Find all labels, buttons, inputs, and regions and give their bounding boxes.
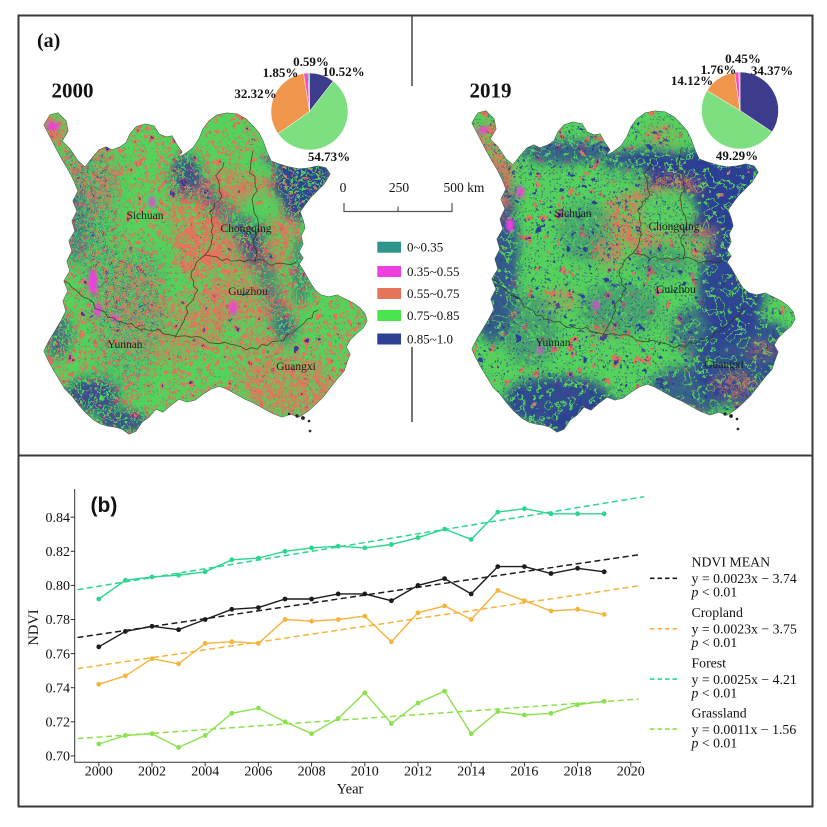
svg-text:2008: 2008	[298, 765, 326, 780]
svg-text:Guangxi: Guangxi	[276, 361, 316, 373]
svg-text:0.35~0.55: 0.35~0.55	[407, 264, 460, 279]
svg-text:0~0.35: 0~0.35	[407, 240, 443, 255]
svg-text:Guizhou: Guizhou	[228, 286, 268, 298]
svg-text:Year: Year	[337, 782, 364, 798]
svg-text:2000: 2000	[52, 79, 94, 103]
svg-text:NDVI MEAN: NDVI MEAN	[692, 555, 771, 570]
svg-text:Cropland: Cropland	[692, 605, 743, 620]
svg-text:2002: 2002	[138, 765, 166, 780]
svg-text:y = 0.0025x − 4.21: y = 0.0025x − 4.21	[692, 672, 797, 687]
svg-text:(b): (b)	[91, 494, 118, 517]
svg-text:1.76%: 1.76%	[701, 62, 737, 77]
svg-text:0.82: 0.82	[46, 545, 71, 560]
svg-text:0.78: 0.78	[46, 613, 71, 628]
svg-text:y = 0.0023x − 3.74: y = 0.0023x − 3.74	[692, 571, 797, 586]
svg-text:p < 0.01: p < 0.01	[691, 735, 738, 750]
svg-text:Chongqing: Chongqing	[648, 221, 699, 233]
svg-text:y = 0.0023x − 3.75: y = 0.0023x − 3.75	[692, 622, 797, 637]
svg-text:0: 0	[340, 180, 347, 195]
svg-text:0.76: 0.76	[46, 647, 71, 662]
svg-text:14.12%: 14.12%	[671, 73, 713, 88]
svg-text:Yunnan: Yunnan	[107, 339, 142, 351]
svg-text:Sichuan: Sichuan	[126, 210, 163, 222]
svg-text:2000: 2000	[85, 765, 113, 780]
svg-text:Grassland: Grassland	[692, 705, 747, 720]
svg-text:p < 0.01: p < 0.01	[691, 635, 738, 650]
svg-text:0.75~0.85: 0.75~0.85	[407, 308, 460, 323]
svg-text:10.52%: 10.52%	[322, 64, 364, 79]
svg-text:(a): (a)	[37, 30, 60, 52]
svg-text:0.70: 0.70	[46, 750, 71, 765]
svg-text:0.74: 0.74	[46, 681, 71, 696]
svg-text:0.84: 0.84	[46, 511, 71, 526]
svg-text:2014: 2014	[457, 765, 485, 780]
svg-text:0.45%: 0.45%	[725, 51, 761, 66]
svg-text:2006: 2006	[244, 765, 272, 780]
svg-text:2018: 2018	[564, 765, 592, 780]
svg-text:p < 0.01: p < 0.01	[691, 585, 738, 600]
svg-text:0.80: 0.80	[46, 579, 71, 594]
svg-text:Sichuan: Sichuan	[554, 208, 591, 220]
svg-text:p < 0.01: p < 0.01	[691, 685, 738, 700]
svg-text:2020: 2020	[617, 765, 645, 780]
svg-text:34.37%: 34.37%	[751, 63, 793, 78]
svg-text:500 km: 500 km	[444, 180, 485, 195]
svg-text:Forest: Forest	[692, 655, 727, 670]
svg-text:0.55~0.75: 0.55~0.75	[407, 286, 460, 301]
svg-text:32.32%: 32.32%	[234, 86, 276, 101]
svg-text:Guangxi: Guangxi	[704, 359, 744, 371]
svg-text:2012: 2012	[404, 765, 432, 780]
svg-text:2010: 2010	[351, 765, 379, 780]
svg-text:49.29%: 49.29%	[716, 148, 758, 163]
svg-text:y = 0.0011x − 1.56: y = 0.0011x − 1.56	[692, 722, 797, 737]
svg-text:0.85~1.0: 0.85~1.0	[407, 332, 453, 347]
svg-text:Guizhou: Guizhou	[656, 284, 696, 296]
svg-text:2019: 2019	[470, 79, 512, 103]
svg-text:2004: 2004	[191, 765, 219, 780]
svg-text:2016: 2016	[510, 765, 538, 780]
svg-text:NDVI: NDVI	[26, 609, 42, 645]
svg-text:250: 250	[389, 180, 410, 195]
svg-text:Chongqing: Chongqing	[220, 223, 271, 235]
svg-text:0.72: 0.72	[46, 716, 71, 731]
svg-text:1.85%: 1.85%	[263, 65, 299, 80]
svg-text:54.73%: 54.73%	[308, 149, 350, 164]
svg-text:Yunnan: Yunnan	[535, 337, 570, 349]
svg-text:0.59%: 0.59%	[293, 54, 329, 69]
